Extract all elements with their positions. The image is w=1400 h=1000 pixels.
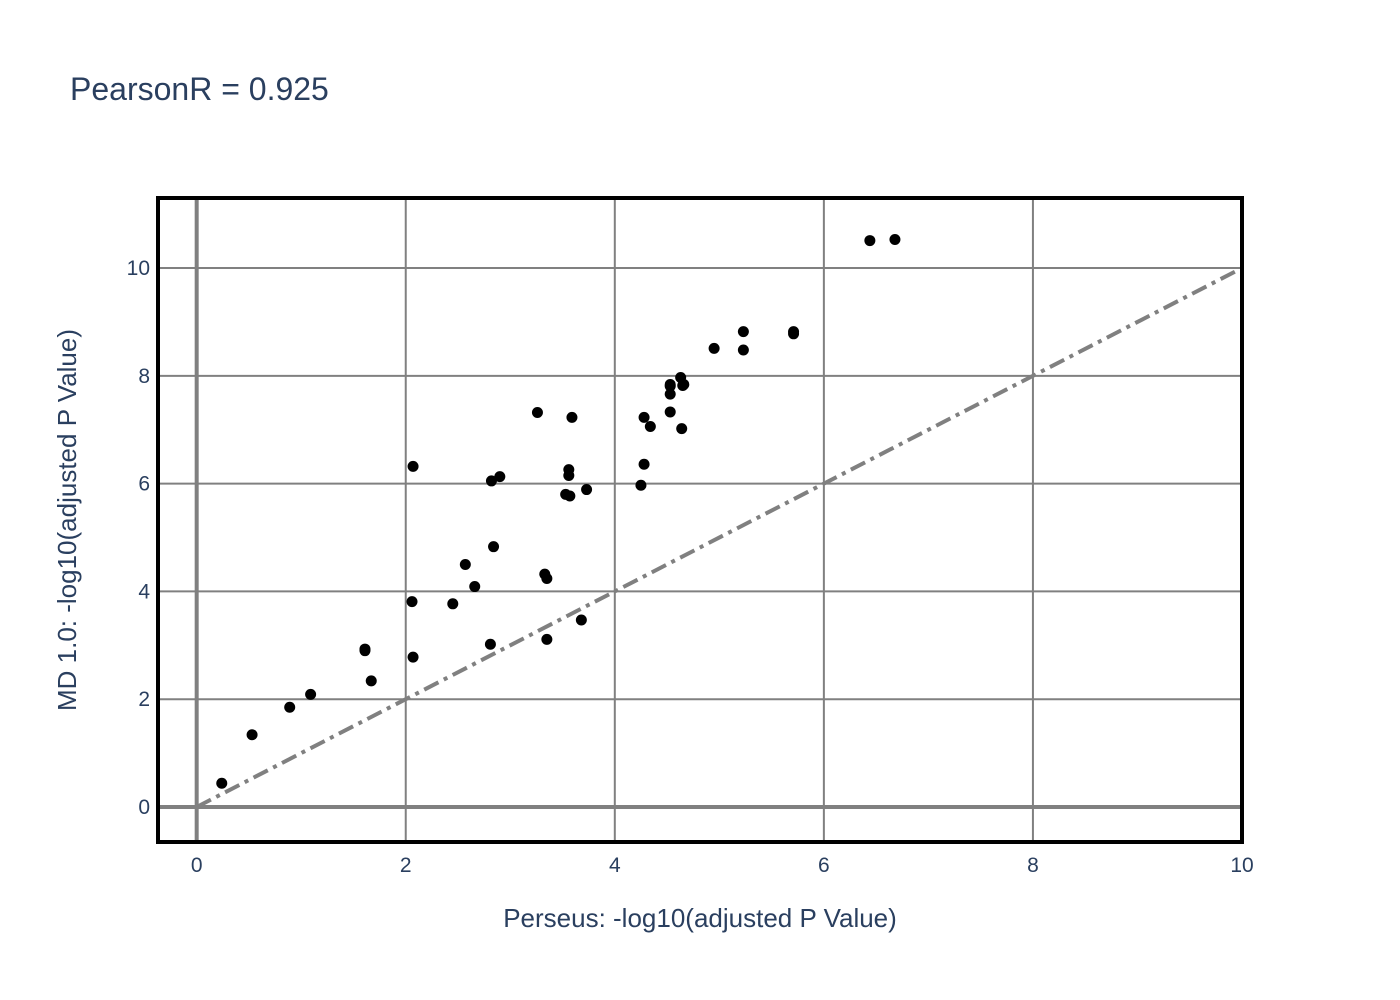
data-point [447,598,459,610]
data-point [216,777,228,789]
data-point [488,541,500,553]
data-point [484,638,496,650]
data-point [664,388,676,400]
data-point [664,378,676,390]
data-point [581,484,593,496]
data-point [531,406,543,418]
data-point [406,596,418,608]
x-tick-label: 10 [1230,854,1253,877]
data-point [644,420,656,432]
data-point [635,479,647,491]
data-point [708,342,720,354]
data-point [564,490,576,502]
y-tick-label: 4 [138,580,150,603]
data-point [676,423,688,435]
y-tick-label: 8 [138,365,150,388]
data-point [284,701,296,713]
data-point [889,233,901,245]
zero-lines [158,198,1242,842]
y-tick-label: 0 [138,796,150,819]
data-point [365,675,377,687]
data-point [638,411,650,423]
y-tick-labels: 0 2 4 6 8 10 [127,257,151,819]
x-tick-label: 8 [1027,854,1039,877]
data-point [407,460,419,472]
data-point [541,633,553,645]
data-point [563,470,575,482]
data-point [737,326,749,338]
x-tick-label: 4 [609,854,621,877]
data-point [737,344,749,356]
y-axis-title: MD 1.0: -log10(adjusted P Value) [52,329,82,711]
y-tick-label: 6 [138,473,150,496]
y-tick-label: 10 [127,257,150,280]
grid-lines [158,198,1243,842]
x-tick-labels: 0 2 4 6 8 10 [191,854,1254,877]
data-point [485,475,497,487]
chart-title: PearsonR = 0.925 [70,71,329,107]
data-point [305,688,317,700]
x-tick-label: 2 [400,854,412,877]
y-tick-label: 2 [138,688,150,711]
data-point [678,378,690,390]
data-point [788,328,800,340]
data-point [459,558,471,570]
data-point [494,471,506,483]
data-point [664,406,676,418]
data-point [246,729,258,741]
data-point [638,458,650,470]
x-tick-label: 6 [818,854,830,877]
data-point [566,411,578,423]
data-point [407,651,419,663]
plot-frame [156,196,1244,844]
data-point [469,581,481,593]
reference-line [195,266,1243,809]
data-points [216,233,901,789]
x-axis-title: Perseus: -log10(adjusted P Value) [503,903,897,933]
identity-line [195,266,1243,809]
data-point [575,614,587,626]
x-tick-label: 0 [191,854,203,877]
data-point [359,643,371,655]
data-point [541,572,553,584]
data-point [864,235,876,247]
